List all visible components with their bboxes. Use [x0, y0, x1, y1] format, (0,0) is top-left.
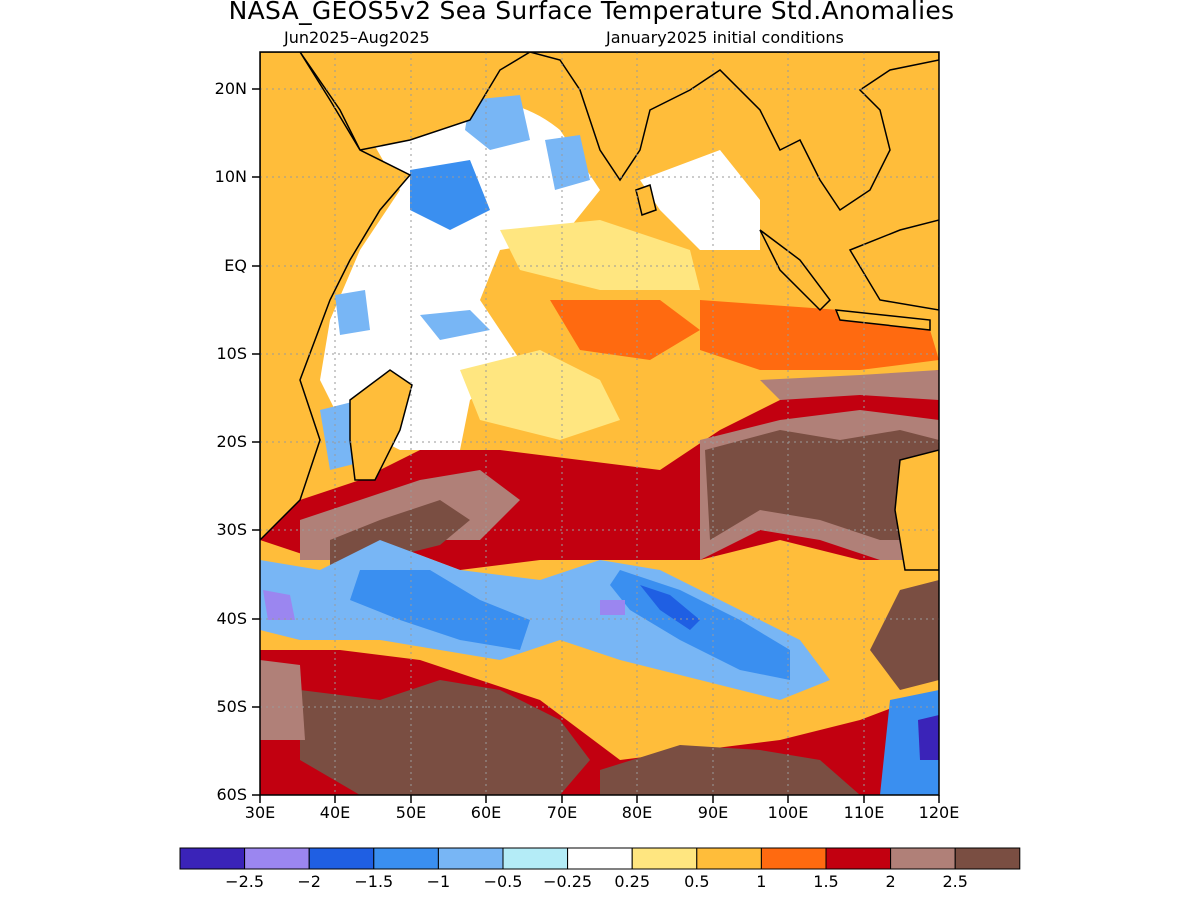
colorbar-label: −2 [297, 872, 321, 891]
sri-lanka [635, 184, 657, 216]
southern-extreme-warm-east [600, 745, 860, 795]
colorbar-label: −2.5 [225, 872, 265, 891]
axis-ticks [252, 88, 940, 803]
lat-label-50s: 50S [216, 697, 247, 716]
sumatra [759, 229, 831, 312]
very-cold-spot-west [263, 590, 295, 620]
strong-cold-core [640, 585, 700, 630]
lat-lon-grid [260, 52, 939, 795]
extreme-warm-southeast [870, 580, 939, 690]
extreme-warm-north-east [760, 370, 939, 400]
lat-label-10s: 10S [216, 344, 247, 363]
colorbar-label: −0.5 [483, 872, 523, 891]
lon-label-90e: 90E [697, 803, 729, 822]
lat-label-20n: 20N [214, 79, 247, 98]
cold-patch-central [420, 310, 490, 340]
lon-label-40e: 40E [319, 803, 351, 822]
colorbar-swatch [567, 847, 633, 870]
lat-label-20s: 20S [216, 432, 247, 451]
lat-label-eq: EQ [224, 256, 247, 275]
extreme-warm-east-core [705, 430, 939, 540]
map-title: NASA_GEOS5v2 Sea Surface Temperature Std… [228, 0, 955, 25]
initial-conditions: January2025 initial conditions [606, 28, 844, 47]
colorbar-label: 0.25 [614, 872, 650, 891]
colorbar-swatch [760, 847, 827, 870]
very-cold-spot-southeast [918, 715, 939, 760]
colorbar-swatch [179, 847, 246, 870]
lon-label-70e: 70E [546, 803, 578, 822]
africa-landmass [260, 52, 412, 542]
map-frame [259, 51, 940, 796]
very-cold-spot-central [600, 600, 625, 615]
lon-label-50e: 50E [395, 803, 427, 822]
lon-label-30e: 30E [244, 803, 276, 822]
australia-landmass [894, 449, 939, 571]
colorbar-swatch [437, 847, 504, 870]
weak-warm-patch-2 [500, 220, 700, 290]
warm-patch-equatorial [550, 300, 700, 360]
southern-extreme-warm-west [300, 680, 590, 795]
neutral-region-bay [640, 150, 760, 250]
colorbar-swatch [696, 847, 762, 870]
lat-label-10n: 10N [214, 167, 247, 186]
lat-label-60s: 60S [216, 785, 247, 804]
forecast-period: Jun2025–Aug2025 [284, 28, 430, 47]
lon-label-80e: 80E [621, 803, 653, 822]
colorbar-label: −1 [426, 872, 451, 891]
lat-label-40s: 40S [216, 609, 247, 628]
colorbar-label: −1.5 [354, 872, 394, 891]
colorbar-swatch [502, 847, 569, 870]
lon-label-110e: 110E [843, 803, 885, 822]
cold-patch-arabian-3 [545, 135, 590, 190]
lon-label-120e: 120E [918, 803, 960, 822]
weak-warm-patch-1 [460, 350, 620, 440]
colorbar-swatch [308, 847, 375, 870]
colorbar-label: 0.5 [684, 872, 710, 891]
lon-label-60e: 60E [470, 803, 502, 822]
colorbar-label: 1.5 [813, 872, 839, 891]
colorbar-swatch [890, 847, 956, 870]
colorbar-label: 2.5 [942, 872, 968, 891]
neutral-region-west [320, 98, 600, 450]
cold-patch-southeast [880, 690, 939, 795]
colorbar-swatch [373, 847, 439, 870]
lat-label-30s: 30S [216, 520, 247, 539]
colorbar-swatch [244, 847, 310, 870]
colorbar-swatch [631, 847, 698, 870]
borneo [848, 219, 939, 311]
colorbar-label: −0.25 [543, 872, 593, 891]
warm-patch-java [700, 300, 939, 370]
colorbar-swatch [825, 847, 892, 870]
anomaly-field [260, 52, 939, 795]
cold-patch-arabian-1 [465, 95, 530, 150]
java [834, 309, 931, 331]
colorbar-swatch [954, 847, 1021, 870]
lon-label-100e: 100E [767, 803, 809, 822]
cold-patch-somali [335, 290, 370, 335]
cold-band-south-core-west [350, 570, 530, 650]
asia-landmass [260, 52, 939, 212]
colorbar-label: 1 [756, 872, 767, 891]
colorbar-label: 2 [885, 872, 896, 891]
warm-patch-southwest [260, 660, 305, 740]
madagascar [349, 369, 413, 481]
